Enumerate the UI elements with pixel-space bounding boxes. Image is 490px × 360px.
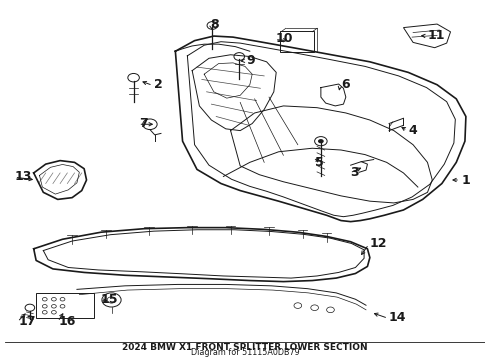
Text: 15: 15 xyxy=(101,293,119,306)
Text: 8: 8 xyxy=(210,18,219,31)
Text: 11: 11 xyxy=(427,29,445,42)
Text: 1: 1 xyxy=(461,174,470,186)
Text: 16: 16 xyxy=(59,315,76,328)
FancyBboxPatch shape xyxy=(280,31,314,52)
Text: 5: 5 xyxy=(315,156,323,169)
Text: 14: 14 xyxy=(389,311,407,324)
Text: Diagram for 51115A0DB79: Diagram for 51115A0DB79 xyxy=(191,348,299,357)
Bar xyxy=(36,293,94,318)
Text: 3: 3 xyxy=(351,166,359,179)
Text: 9: 9 xyxy=(246,54,255,67)
Text: 10: 10 xyxy=(275,32,293,45)
Polygon shape xyxy=(403,24,450,48)
Text: 7: 7 xyxy=(139,117,148,130)
Text: 4: 4 xyxy=(408,124,417,137)
Text: 6: 6 xyxy=(341,78,350,91)
Text: 17: 17 xyxy=(18,315,36,328)
Text: 12: 12 xyxy=(370,237,388,250)
Text: 13: 13 xyxy=(15,170,32,183)
Circle shape xyxy=(318,139,324,143)
Text: 2: 2 xyxy=(154,78,163,91)
Text: 2024 BMW X1 FRONT SPLITTER LOWER SECTION: 2024 BMW X1 FRONT SPLITTER LOWER SECTION xyxy=(122,343,368,352)
